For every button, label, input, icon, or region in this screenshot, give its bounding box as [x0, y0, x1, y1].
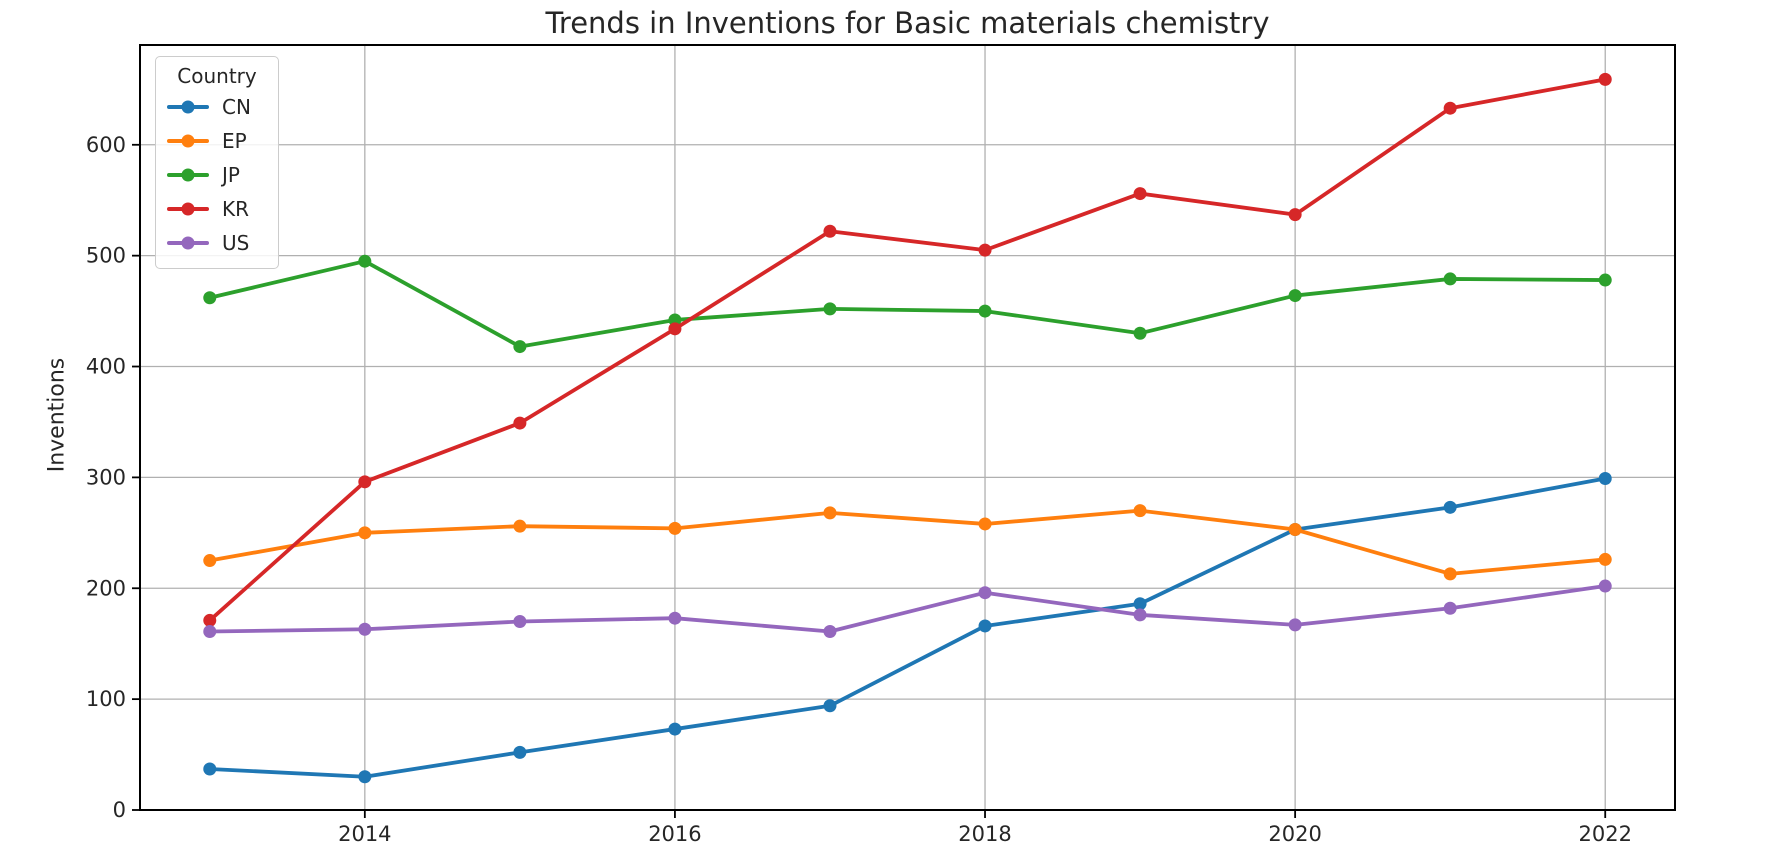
legend-item-jp: JP	[156, 158, 278, 192]
legend-line-marker-icon	[167, 100, 209, 114]
data-point-EP-2016	[668, 521, 682, 535]
series-line-CN	[207, 476, 1608, 779]
data-point-CN-2014	[358, 770, 372, 784]
data-point-CN-2019	[1133, 597, 1147, 611]
data-point-JP-2022	[1598, 273, 1612, 287]
data-point-JP-2015	[513, 340, 527, 354]
series-line-EP	[207, 508, 1608, 576]
x-tick-label-2022: 2022	[1579, 822, 1632, 846]
y-tick-label-200: 200	[86, 576, 126, 600]
data-point-CN-2013	[203, 762, 217, 776]
legend-label: EP	[222, 129, 247, 153]
data-point-KR-2020	[1288, 208, 1302, 222]
data-point-EP-2015	[513, 519, 527, 533]
data-point-CN-2018	[978, 619, 992, 633]
data-point-EP-2014	[358, 526, 372, 540]
legend-item-ep: EP	[156, 124, 278, 158]
legend-line-marker-icon	[167, 168, 209, 182]
chart-title: Trends in Inventions for Basic materials…	[545, 6, 1270, 40]
data-point-US-2015	[513, 615, 527, 629]
series-line-US	[207, 584, 1608, 634]
data-point-KR-2019	[1133, 187, 1147, 201]
legend: Country CN EP JP KR US	[155, 56, 279, 269]
x-tick-label-2020: 2020	[1268, 822, 1321, 846]
data-point-EP-2022	[1598, 552, 1612, 566]
data-point-EP-2021	[1443, 567, 1457, 581]
series-line-JP	[207, 259, 1608, 349]
data-point-KR-2015	[513, 416, 527, 430]
data-point-US-2013	[203, 625, 217, 638]
data-point-JP-2019	[1133, 326, 1147, 340]
data-point-KR-2013	[203, 613, 217, 627]
data-point-JP-2021	[1443, 272, 1457, 286]
data-point-EP-2020	[1288, 523, 1302, 536]
data-point-KR-2014	[358, 475, 372, 489]
data-point-CN-2015	[513, 745, 527, 759]
data-point-JP-2017	[823, 302, 837, 316]
y-tick-label-600: 600	[86, 133, 126, 157]
data-point-EP-2018	[978, 517, 992, 531]
data-point-EP-2019	[1133, 504, 1147, 518]
x-tick-label-2016: 2016	[648, 822, 701, 846]
legend-item-cn: CN	[156, 90, 278, 124]
legend-line-marker-icon	[167, 134, 209, 148]
legend-line-marker-icon	[167, 202, 209, 216]
legend-title: Country	[177, 64, 257, 88]
data-point-KR-2018	[978, 243, 992, 257]
y-tick-label-100: 100	[86, 687, 126, 711]
data-point-US-2019	[1133, 608, 1147, 622]
data-point-US-2014	[358, 622, 372, 636]
legend-item-us: US	[156, 226, 278, 260]
y-tick-label-300: 300	[86, 465, 126, 489]
data-point-CN-2016	[668, 722, 682, 736]
y-tick-label-0: 0	[113, 798, 126, 822]
data-point-JP-2013	[203, 291, 217, 305]
data-point-US-2016	[668, 611, 682, 625]
data-point-KR-2021	[1443, 101, 1457, 115]
data-point-US-2021	[1443, 601, 1457, 615]
legend-label: CN	[222, 95, 251, 119]
x-tick-label-2014: 2014	[338, 822, 391, 846]
axes-frame	[139, 44, 1676, 811]
series-line-KR	[207, 77, 1608, 623]
legend-line-marker-icon	[167, 236, 209, 250]
data-point-CN-2017	[823, 699, 837, 713]
y-tick-label-500: 500	[86, 244, 126, 268]
data-point-CN-2022	[1598, 472, 1612, 485]
data-point-JP-2018	[978, 304, 992, 318]
data-point-US-2020	[1288, 618, 1302, 632]
y-tick-label-400: 400	[86, 355, 126, 379]
data-point-EP-2013	[203, 554, 217, 568]
data-point-US-2017	[823, 625, 837, 638]
data-point-EP-2017	[823, 506, 837, 520]
legend-label: JP	[222, 163, 240, 187]
data-point-JP-2020	[1288, 289, 1302, 303]
legend-label: KR	[222, 197, 250, 221]
data-point-US-2018	[978, 586, 992, 600]
data-point-KR-2017	[823, 224, 837, 238]
data-point-KR-2016	[668, 322, 682, 336]
data-point-JP-2014	[358, 254, 372, 268]
data-point-CN-2021	[1443, 500, 1457, 514]
x-tick-label-2018: 2018	[958, 822, 1011, 846]
data-point-US-2022	[1598, 579, 1612, 593]
data-point-KR-2022	[1598, 72, 1612, 86]
legend-item-kr: KR	[156, 192, 278, 226]
legend-label: US	[222, 231, 250, 255]
